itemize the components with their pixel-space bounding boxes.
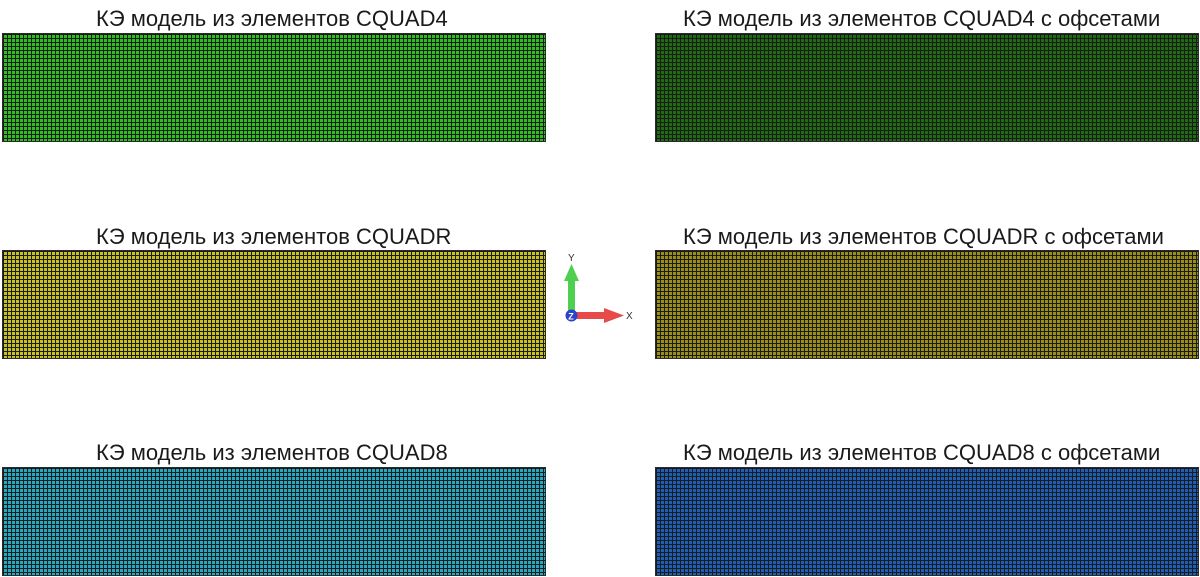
- panel-title-cquadr-offsets: КЭ модель из элементов CQUADR с офсетами: [683, 224, 1164, 249]
- y-axis-arrowhead: [564, 264, 579, 281]
- y-axis-label: Y: [568, 253, 575, 264]
- mesh-cquad4-offsets[interactable]: [655, 33, 1199, 142]
- mesh-cquad4[interactable]: [2, 33, 546, 142]
- coordinate-axis-triad: Y X Z: [564, 253, 633, 323]
- y-axis-shaft: [568, 280, 575, 314]
- mesh-cquad8-offsets[interactable]: [655, 467, 1199, 576]
- panel-title-cquad4-offsets: КЭ модель из элементов CQUAD4 с офсетами: [683, 6, 1161, 31]
- mesh-cquad8[interactable]: [2, 467, 546, 576]
- x-axis-shaft: [574, 312, 606, 319]
- panel-title-cquad8-offsets: КЭ модель из элементов CQUAD8 с офсетами: [683, 440, 1161, 465]
- x-axis-label: X: [626, 311, 633, 322]
- z-axis-label: Z: [568, 312, 574, 322]
- panel-title-cquadr: КЭ модель из элементов CQUADR: [96, 224, 452, 249]
- panel-title-cquad8: КЭ модель из элементов CQUAD8: [96, 440, 448, 465]
- panel-title-cquad4: КЭ модель из элементов CQUAD4: [96, 6, 448, 31]
- z-axis-marker: [565, 309, 578, 322]
- mesh-cquadr-offsets[interactable]: [655, 250, 1199, 359]
- x-axis-arrowhead: [604, 308, 624, 323]
- mesh-cquadr[interactable]: [2, 250, 546, 359]
